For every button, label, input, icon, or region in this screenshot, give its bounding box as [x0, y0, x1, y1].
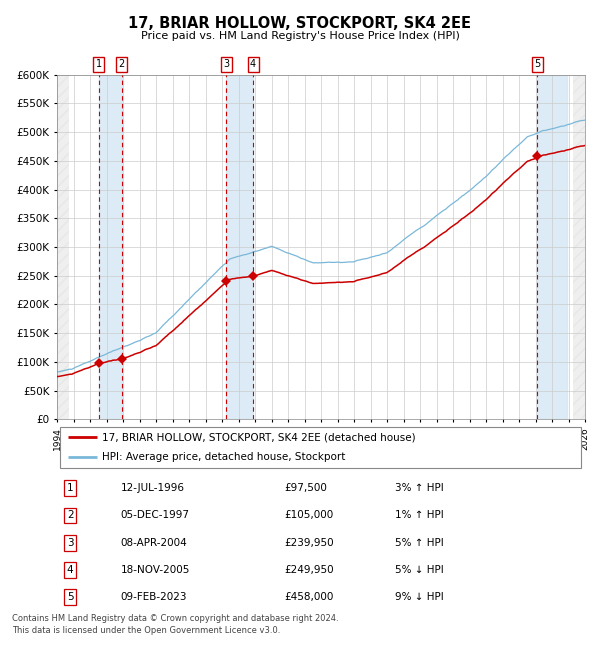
Text: 1: 1 [67, 483, 74, 493]
Text: 18-NOV-2005: 18-NOV-2005 [121, 565, 190, 575]
Text: 09-FEB-2023: 09-FEB-2023 [121, 592, 187, 603]
Text: 1: 1 [95, 59, 102, 69]
Text: 5% ↓ HPI: 5% ↓ HPI [395, 565, 443, 575]
Text: 05-DEC-1997: 05-DEC-1997 [121, 510, 190, 521]
Text: 5% ↑ HPI: 5% ↑ HPI [395, 538, 443, 548]
Text: 17, BRIAR HOLLOW, STOCKPORT, SK4 2EE: 17, BRIAR HOLLOW, STOCKPORT, SK4 2EE [128, 16, 472, 31]
Text: £97,500: £97,500 [284, 483, 327, 493]
Text: 5: 5 [67, 592, 74, 603]
Text: Contains HM Land Registry data © Crown copyright and database right 2024.
This d: Contains HM Land Registry data © Crown c… [12, 614, 338, 635]
Text: 3% ↑ HPI: 3% ↑ HPI [395, 483, 443, 493]
Bar [538, 75, 567, 419]
Bar [574, 75, 585, 419]
FancyBboxPatch shape [59, 427, 581, 467]
Text: £105,000: £105,000 [284, 510, 333, 521]
Text: 2: 2 [67, 510, 74, 521]
Text: 17, BRIAR HOLLOW, STOCKPORT, SK4 2EE (detached house): 17, BRIAR HOLLOW, STOCKPORT, SK4 2EE (de… [102, 432, 416, 443]
Text: 12-JUL-1996: 12-JUL-1996 [121, 483, 184, 493]
Text: 4: 4 [67, 565, 74, 575]
Text: Price paid vs. HM Land Registry's House Price Index (HPI): Price paid vs. HM Land Registry's House … [140, 31, 460, 41]
Text: £458,000: £458,000 [284, 592, 334, 603]
Text: £239,950: £239,950 [284, 538, 334, 548]
Text: 3: 3 [223, 59, 230, 69]
Text: 4: 4 [250, 59, 256, 69]
Bar [57, 75, 68, 419]
Text: £249,950: £249,950 [284, 565, 334, 575]
Text: 2: 2 [119, 59, 125, 69]
Text: HPI: Average price, detached house, Stockport: HPI: Average price, detached house, Stoc… [102, 452, 345, 462]
Text: 1% ↑ HPI: 1% ↑ HPI [395, 510, 443, 521]
Bar [226, 75, 253, 419]
Text: 08-APR-2004: 08-APR-2004 [121, 538, 187, 548]
Text: 3: 3 [67, 538, 74, 548]
Text: 5: 5 [534, 59, 541, 69]
Text: 9% ↓ HPI: 9% ↓ HPI [395, 592, 443, 603]
Bar [99, 75, 122, 419]
